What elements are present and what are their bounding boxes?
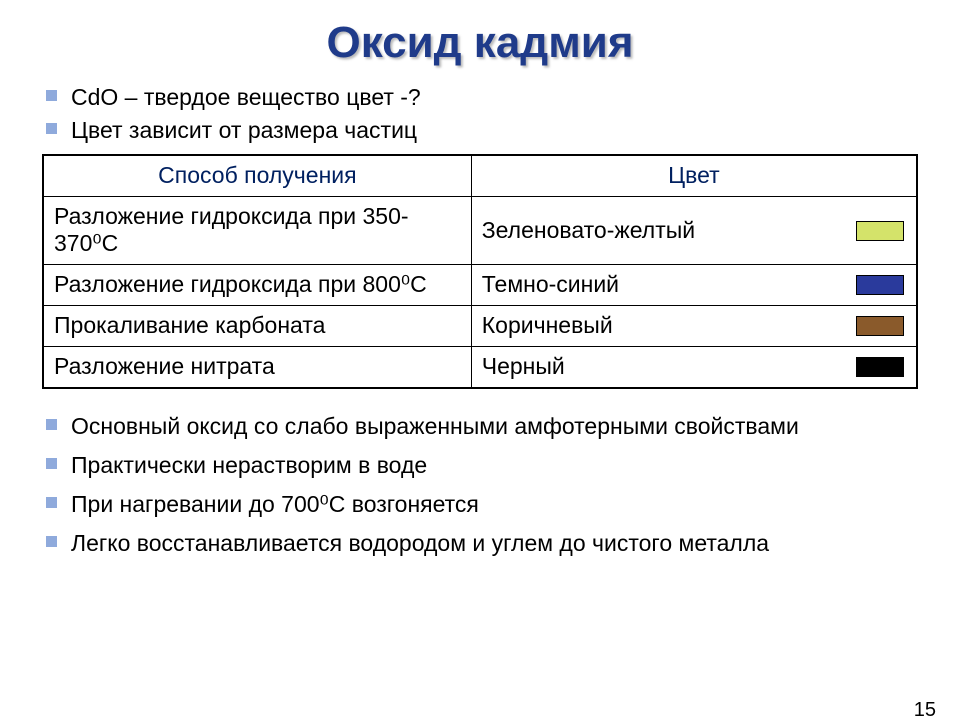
table-header-row: Способ получения Цвет	[44, 156, 917, 197]
color-swatch	[856, 221, 904, 241]
color-swatch	[856, 357, 904, 377]
bullet-text: Основный оксид со слабо выраженными амфо…	[71, 411, 799, 442]
cell-color: Черный	[471, 347, 916, 388]
table-header-method: Способ получения	[44, 156, 472, 197]
bullet-icon	[46, 123, 57, 134]
table-row: Разложение гидроксида при 350-370⁰С Зеле…	[44, 197, 917, 265]
cell-method: Разложение гидроксида при 350-370⁰С	[44, 197, 472, 265]
bullet-text: Легко восстанавливается водородом и угле…	[71, 528, 769, 559]
top-bullet-list: CdO – твердое вещество цвет -? Цвет зави…	[46, 82, 920, 146]
list-item: Цвет зависит от размера частиц	[46, 115, 920, 146]
list-item: Практически нерастворим в воде	[46, 450, 920, 481]
table-row: Прокаливание карбоната Коричневый	[44, 306, 917, 347]
list-item: Основный оксид со слабо выраженными амфо…	[46, 411, 920, 442]
cell-color: Зеленовато-желтый	[471, 197, 916, 265]
color-name: Коричневый	[482, 312, 613, 339]
cell-color: Темно-синий	[471, 265, 916, 306]
bullet-icon	[46, 497, 57, 508]
color-name: Черный	[482, 353, 565, 380]
cell-method: Прокаливание карбоната	[44, 306, 472, 347]
bullet-text: Практически нерастворим в воде	[71, 450, 427, 481]
bullet-text: При нагревании до 700⁰С возгоняется	[71, 489, 479, 520]
bullet-text: Цвет зависит от размера частиц	[71, 115, 417, 146]
bullet-icon	[46, 90, 57, 101]
cell-method: Разложение нитрата	[44, 347, 472, 388]
list-item: CdO – твердое вещество цвет -?	[46, 82, 920, 113]
cell-color: Коричневый	[471, 306, 916, 347]
page-number: 15	[914, 699, 936, 720]
bottom-bullet-list: Основный оксид со слабо выраженными амфо…	[46, 411, 920, 559]
bullet-text: CdO – твердое вещество цвет -?	[71, 82, 421, 113]
color-name: Темно-синий	[482, 271, 619, 298]
table-header-color: Цвет	[471, 156, 916, 197]
cell-method: Разложение гидроксида при 800⁰С	[44, 265, 472, 306]
table-row: Разложение нитрата Черный	[44, 347, 917, 388]
list-item: При нагревании до 700⁰С возгоняется	[46, 489, 920, 520]
bullet-icon	[46, 458, 57, 469]
color-swatch	[856, 316, 904, 336]
color-table: Способ получения Цвет Разложение гидрокс…	[42, 154, 918, 389]
list-item: Легко восстанавливается водородом и угле…	[46, 528, 920, 559]
bullet-icon	[46, 419, 57, 430]
slide-title: Оксид кадмия	[0, 18, 960, 68]
table-row: Разложение гидроксида при 800⁰С Темно-си…	[44, 265, 917, 306]
color-swatch	[856, 275, 904, 295]
color-name: Зеленовато-желтый	[482, 217, 695, 244]
bullet-icon	[46, 536, 57, 547]
